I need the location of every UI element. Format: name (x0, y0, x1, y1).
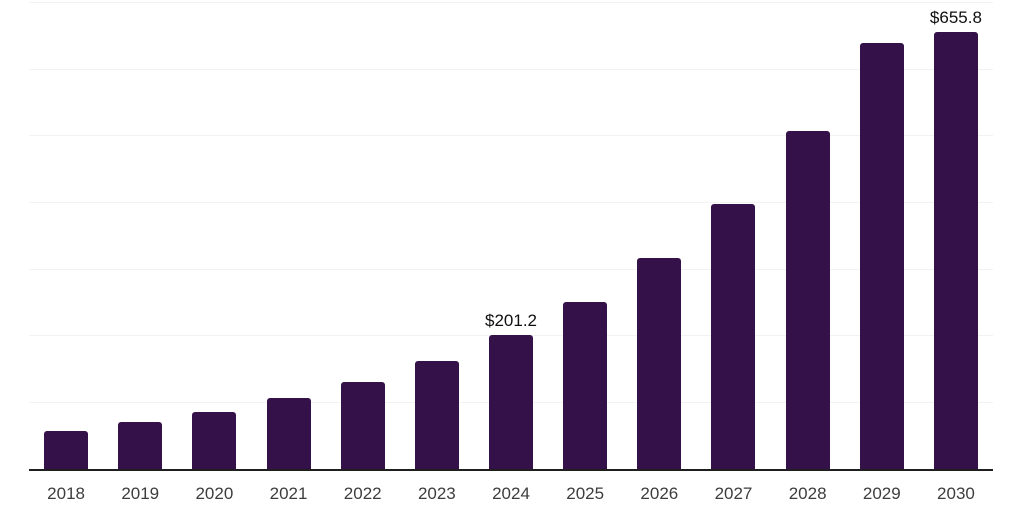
gridline-700 (29, 1, 993, 3)
bar-2029[interactable] (859, 43, 904, 469)
x-tick-2022: 2022 (343, 484, 382, 503)
x-axis: 2018 2019 2020 2021 2022 2023 2024 2025 2026 2027… (29, 482, 993, 506)
x-tick-2025: 2025 (566, 484, 605, 503)
bar-2019[interactable] (118, 422, 163, 469)
x-tick-2030: 2030 (937, 484, 975, 503)
x-tick-2027: 2027 (714, 484, 753, 503)
value-label-2024: $201.2 (485, 310, 537, 330)
bar-2025[interactable] (563, 301, 608, 469)
x-tick-2028: 2028 (788, 484, 827, 503)
x-tick-2023: 2023 (417, 484, 456, 503)
x-tick-2029: 2029 (862, 484, 901, 503)
bar-2023[interactable] (414, 361, 459, 469)
gridline-600 (29, 68, 993, 70)
bar-2024[interactable] (489, 334, 533, 469)
plot-area: $201.2 $655.8 (29, 0, 993, 471)
x-tick-2019: 2019 (121, 484, 160, 503)
gridline-300 (29, 268, 993, 270)
bar-2022[interactable] (340, 382, 385, 469)
bar-2018[interactable] (44, 431, 89, 469)
x-tick-2020: 2020 (195, 484, 234, 503)
gridline-400 (29, 201, 993, 203)
gridline-500 (29, 135, 993, 137)
bar-2026[interactable] (637, 257, 682, 469)
bar-2030[interactable] (933, 31, 978, 469)
bar-2028[interactable] (785, 131, 830, 469)
x-tick-2021: 2021 (269, 484, 308, 503)
x-tick-2026: 2026 (640, 484, 679, 503)
bar-2021[interactable] (266, 398, 311, 469)
bar-2020[interactable] (192, 412, 237, 469)
x-tick-2018: 2018 (47, 484, 85, 503)
bar-2027[interactable] (711, 203, 756, 469)
value-label-2030: $655.8 (929, 7, 982, 27)
x-tick-2024: 2024 (492, 484, 530, 503)
